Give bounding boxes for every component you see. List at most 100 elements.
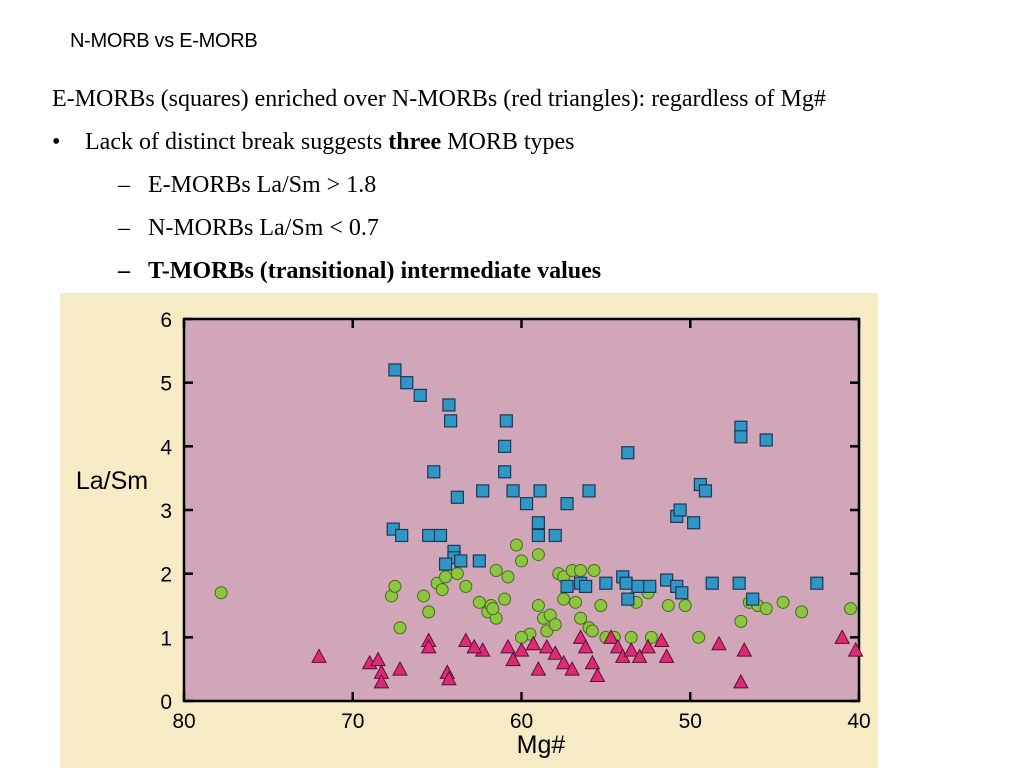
square-point: [506, 484, 520, 498]
square-point: [579, 579, 593, 593]
y-tick-label: 1: [160, 627, 172, 650]
circle-point: [501, 570, 515, 584]
circle-point: [422, 605, 436, 619]
intro-line: E-MORBs (squares) enriched over N-MORBs …: [52, 86, 826, 113]
y-tick-label: 5: [160, 373, 172, 396]
square-point: [698, 484, 713, 498]
square-point: [675, 586, 689, 600]
y-tick-label: 4: [160, 436, 172, 459]
square-point: [531, 516, 545, 530]
triangle-point: [513, 642, 530, 657]
square-point: [454, 554, 468, 568]
square-point: [395, 528, 409, 543]
triangle-point: [392, 661, 408, 676]
square-point: [444, 414, 458, 428]
bullet-marker: •: [52, 129, 61, 155]
circle-point: [624, 630, 638, 644]
bullet-text-post: MORB types: [441, 129, 575, 155]
x-tick-label: 40: [847, 710, 870, 733]
square-point: [433, 528, 448, 543]
circle-point: [459, 579, 473, 593]
slide-title: N-MORB vs E-MORB: [70, 30, 258, 52]
square-point: [442, 398, 456, 412]
circle-point: [759, 602, 773, 616]
square-point: [599, 576, 613, 590]
square-point: [734, 430, 748, 444]
triangle-point: [711, 635, 727, 651]
y-tick-label: 6: [160, 309, 172, 332]
circle-point: [515, 630, 528, 644]
triangle-point: [609, 638, 626, 654]
circle-point: [531, 599, 545, 612]
x-tick-label: 50: [679, 710, 702, 733]
circle-point: [417, 589, 431, 603]
circle-point: [692, 630, 706, 644]
triangle-point: [466, 638, 483, 654]
y-tick-label: 0: [160, 691, 172, 714]
circle-point: [844, 602, 858, 616]
bullet-text-bold: three: [388, 129, 442, 155]
sub-item-tmorb-text: T-MORBs (transitional) intermediate valu…: [148, 258, 602, 284]
sub-item-emorb-text: E-MORBs La/Sm > 1.8: [148, 172, 377, 198]
triangle-point: [640, 638, 656, 654]
triangle-point: [555, 654, 572, 670]
circle-point: [214, 586, 228, 600]
dash-marker: –: [118, 258, 130, 284]
triangle-point: [603, 629, 619, 644]
y-tick-label: 2: [160, 564, 172, 587]
square-point: [643, 579, 657, 593]
circle-point: [585, 624, 599, 638]
circle-point: [435, 583, 449, 597]
triangle-point: [547, 645, 564, 660]
circle-point: [515, 554, 528, 568]
dash-marker: –: [118, 215, 130, 241]
x-tick-label: 70: [341, 710, 364, 733]
triangle-point: [373, 673, 390, 689]
circle-point: [795, 605, 809, 619]
intro-text: E-MORBs (squares) enriched over N-MORBs …: [52, 86, 826, 112]
square-point: [759, 433, 773, 447]
scatter-chart: 0 1 2 3 4 5 6 80 70 60 50 40 La/Sm Mg#: [76, 309, 871, 759]
circle-point: [574, 611, 588, 625]
bullet-text-pre: Lack of distinct break suggests: [85, 129, 389, 155]
circle-point: [594, 599, 608, 612]
triangle-point: [530, 661, 547, 676]
square-point: [472, 554, 486, 568]
square-point: [621, 592, 635, 606]
square-point: [560, 497, 574, 511]
square-point: [519, 497, 534, 511]
square-point: [673, 503, 687, 517]
triangle-point: [370, 651, 386, 667]
triangle-point: [572, 629, 589, 644]
sub-item-nmorb: – N-MORBs La/Sm < 0.7: [118, 215, 379, 242]
circle-point: [557, 592, 571, 606]
triangle-point: [733, 673, 749, 689]
circle-point: [531, 548, 545, 562]
sub-item-nmorb-text: N-MORBs La/Sm < 0.7: [148, 215, 379, 241]
square-point: [732, 576, 746, 590]
bullet-line: • Lack of distinct break suggests three M…: [52, 129, 575, 156]
square-point: [498, 439, 512, 453]
square-point: [499, 414, 513, 428]
square-point: [619, 576, 633, 590]
square-point: [498, 465, 512, 479]
circle-point: [509, 538, 523, 552]
triangle-point: [441, 670, 457, 686]
square-point: [531, 528, 545, 543]
y-axis-label: La/Sm: [76, 467, 148, 495]
x-axis-label: Mg#: [517, 731, 566, 759]
triangle-point: [847, 642, 864, 657]
triangle-point: [505, 651, 521, 667]
square-point: [388, 363, 402, 377]
square-point: [413, 388, 427, 403]
circle-point: [393, 621, 407, 635]
circle-point: [450, 567, 464, 581]
square-point: [548, 528, 562, 543]
triangle-point: [420, 638, 437, 654]
triangle-point: [564, 661, 580, 676]
circle-point: [548, 618, 562, 632]
triangle-point: [584, 654, 601, 670]
triangle-point: [500, 638, 516, 654]
triangle-point: [631, 648, 648, 663]
square-point: [810, 576, 824, 590]
